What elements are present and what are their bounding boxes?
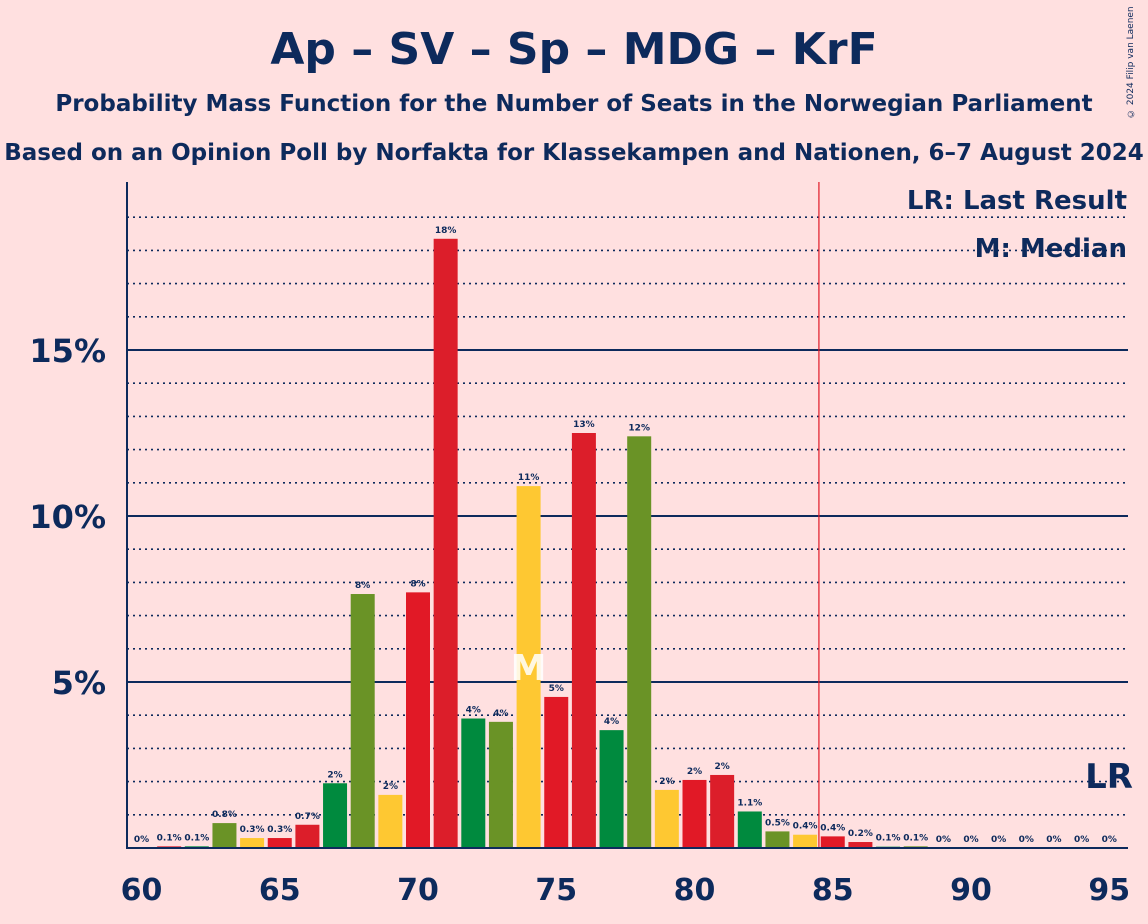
y-tick-label: 5%: [52, 664, 106, 702]
bar-value-label: 0.3%: [267, 825, 292, 835]
bar-value-label: 0.2%: [848, 829, 873, 839]
bar-value-label: 0.1%: [184, 833, 209, 843]
legend-last-result: LR: Last Result: [907, 186, 1127, 216]
bar-value-label: 1.1%: [737, 798, 762, 808]
bar-value-label: 0.8%: [212, 810, 237, 820]
axes: 60 65 70 75 80 85 90 95: [121, 182, 1130, 908]
x-tick-label: 95: [1088, 873, 1130, 908]
bar: [710, 774, 735, 848]
x-tick-label: 90: [950, 873, 992, 908]
chart-source: Based on an Opinion Poll by Norfakta for…: [4, 140, 1144, 166]
last-result-marker: LR: [1085, 757, 1133, 797]
bar-value-label: 0.5%: [765, 818, 790, 828]
bar-value-label: 8%: [355, 581, 370, 591]
x-tick-label: 60: [121, 873, 163, 908]
legend-median: M: Median: [975, 234, 1127, 264]
bar: [627, 436, 652, 848]
bar: [240, 838, 265, 848]
bar-value-label: 0%: [963, 835, 978, 845]
bar: [267, 838, 292, 848]
bar-value-label: 12%: [628, 423, 650, 433]
bar: [516, 486, 541, 848]
bar-value-label: 0%: [1046, 835, 1061, 845]
bar: [820, 836, 845, 848]
bar: [378, 794, 403, 848]
bar-value-label: 0.7%: [295, 812, 320, 822]
x-tick-label: 85: [812, 873, 854, 908]
bar-value-label: 13%: [573, 420, 595, 430]
markers: LR M: [511, 182, 1133, 848]
bar-value-label: 0.4%: [820, 823, 845, 833]
bar-value-label: 0%: [991, 835, 1006, 845]
bar: [571, 433, 596, 848]
bar-value-label: 0.1%: [876, 834, 901, 844]
bar: [488, 721, 513, 848]
bar-value-label: 0.4%: [793, 822, 818, 832]
bar-value-label: 0%: [1074, 835, 1089, 845]
bar-value-label: 4%: [466, 706, 481, 716]
bar: [848, 842, 873, 848]
x-tick-label: 65: [259, 873, 301, 908]
y-tick-label: 15%: [29, 332, 106, 370]
bar-value-label: 8%: [410, 579, 425, 589]
bar: [461, 718, 486, 848]
bar-value-label: 2%: [687, 767, 702, 777]
x-tick-label: 80: [674, 873, 716, 908]
chart-title: Ap – SV – Sp – MDG – KrF: [270, 24, 878, 75]
chart-subtitle: Probability Mass Function for the Number…: [55, 91, 1093, 117]
bar-value-label: 0.3%: [240, 825, 265, 835]
bar-value-label: 0%: [134, 835, 149, 845]
bar-value-label: 0.1%: [903, 833, 928, 843]
bar-value-label: 0.1%: [157, 833, 182, 843]
bar-value-label: 0%: [1019, 835, 1034, 845]
bar: [765, 831, 790, 848]
bar: [323, 783, 348, 848]
bar: [654, 789, 679, 848]
bar-value-label: 5%: [549, 684, 564, 694]
bar: [793, 834, 818, 848]
bar-value-label: 4%: [604, 717, 619, 727]
bar: [295, 824, 320, 848]
x-tick-label: 75: [535, 873, 577, 908]
bar-value-label: 0%: [1102, 835, 1117, 845]
bar: [737, 811, 762, 848]
bar: [599, 730, 624, 848]
bar: [406, 592, 430, 848]
bar: [433, 238, 458, 848]
x-tick-label: 70: [397, 873, 439, 908]
grid-lines: 5% 10% 15%: [29, 216, 1128, 816]
bar-value-label: 2%: [383, 782, 398, 792]
bar: [682, 779, 707, 848]
bar-value-label: 4%: [493, 709, 508, 719]
bar: [544, 696, 569, 848]
bar-value-label: 2%: [659, 777, 674, 787]
bar-labels: 0% 0.1% 0.1%0.8%0.3% 0.3%0.7%2%8%2%8%18%4% 4…: [134, 226, 1117, 845]
bar: [350, 594, 375, 848]
bar-value-label: 2%: [327, 770, 342, 780]
bar-value-label: 2%: [715, 762, 730, 772]
bars: [157, 238, 928, 848]
bar-value-label: 0%: [936, 835, 951, 845]
bar-value-label: 18%: [435, 226, 457, 236]
median-marker: M: [511, 648, 547, 689]
y-tick-label: 10%: [29, 498, 106, 536]
bar: [212, 823, 237, 848]
bar-value-label: 11%: [518, 473, 540, 483]
